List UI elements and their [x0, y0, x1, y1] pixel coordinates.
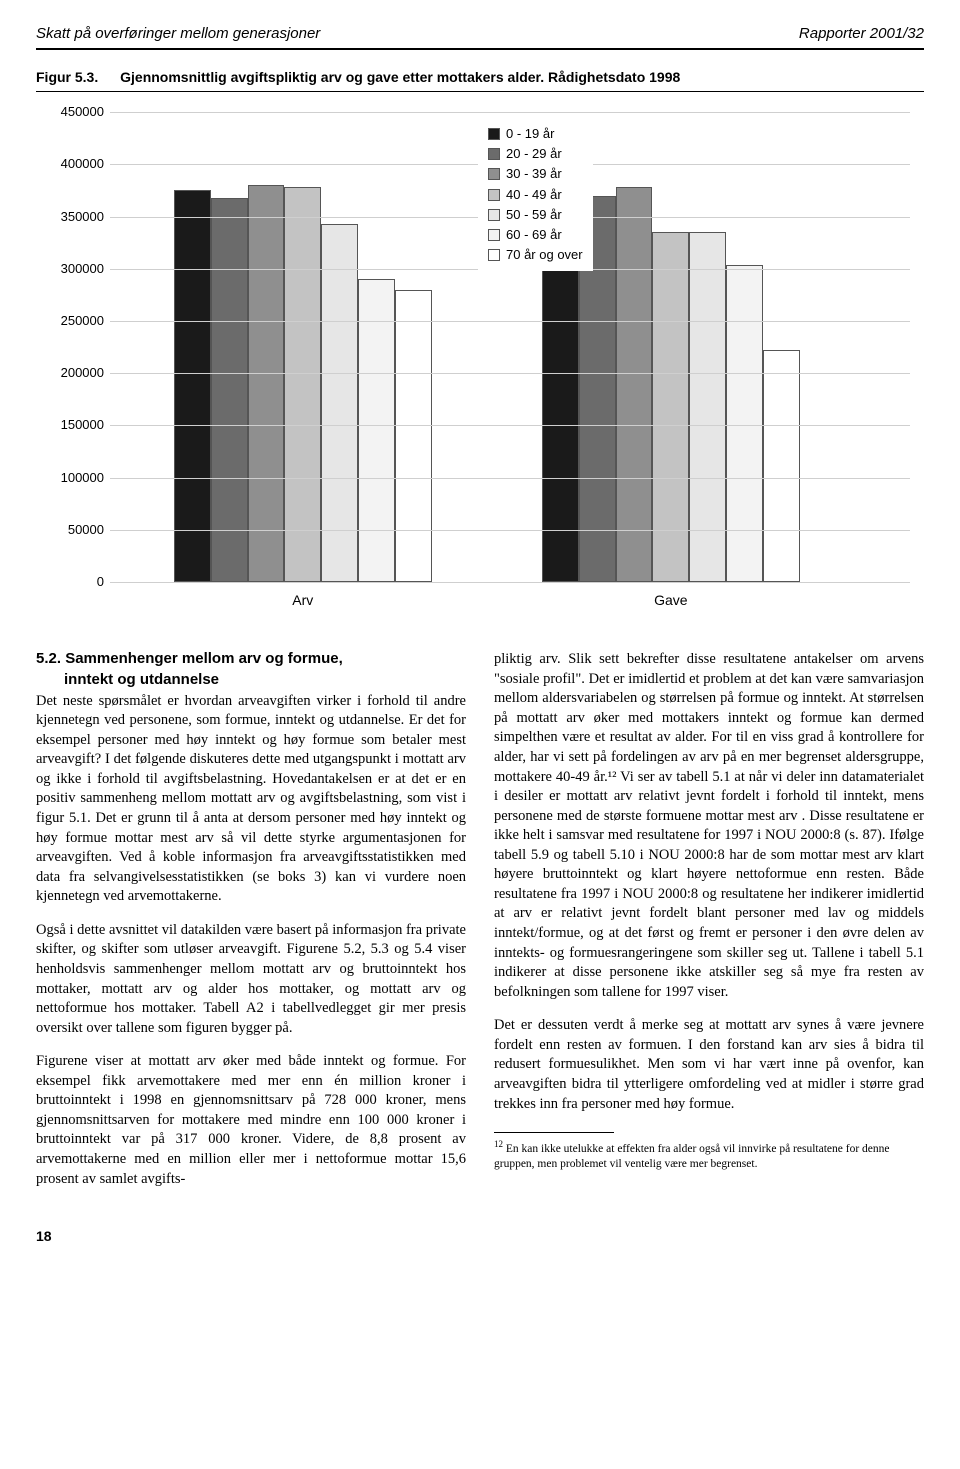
legend-label: 50 - 59 år — [506, 205, 562, 225]
section-number: 5.2. — [36, 650, 61, 667]
grid-line — [110, 425, 910, 426]
legend-swatch — [488, 249, 500, 261]
y-tick: 0 — [40, 573, 104, 591]
legend-item: 20 - 29 år — [488, 144, 583, 164]
figure-title: Gjennomsnittlig avgiftspliktig arv og ga… — [120, 69, 680, 85]
header-rule — [36, 48, 924, 50]
bar — [395, 290, 432, 582]
y-tick: 450000 — [40, 103, 104, 121]
y-tick: 250000 — [40, 312, 104, 330]
y-tick: 350000 — [40, 208, 104, 226]
legend-swatch — [488, 189, 500, 201]
header-left: Skatt på overføringer mellom generasjone… — [36, 24, 320, 44]
legend-item: 70 år og over — [488, 245, 583, 265]
chart-plot-area: 0 - 19 år20 - 29 år30 - 39 år40 - 49 år5… — [110, 112, 910, 582]
header-right: Rapporter 2001/32 — [799, 24, 924, 44]
footnote-rule — [494, 1132, 614, 1133]
bar — [358, 279, 395, 582]
y-tick: 300000 — [40, 260, 104, 278]
bar-chart: 0 - 19 år20 - 29 år30 - 39 år40 - 49 år5… — [40, 102, 920, 622]
legend-label: 30 - 39 år — [506, 164, 562, 184]
grid-line — [110, 373, 910, 374]
left-para-3: Figurene viser at mottatt arv øker med b… — [36, 1052, 466, 1189]
bar — [321, 224, 358, 582]
legend-label: 0 - 19 år — [506, 124, 554, 144]
legend-item: 40 - 49 år — [488, 185, 583, 205]
footnote: 12 En kan ikke utelukke at effekten fra … — [494, 1139, 924, 1172]
legend-item: 30 - 39 år — [488, 164, 583, 184]
chart-legend: 0 - 19 år20 - 29 år30 - 39 år40 - 49 år5… — [478, 120, 593, 271]
y-tick: 50000 — [40, 521, 104, 539]
page-number: 18 — [36, 1227, 924, 1246]
right-column: pliktig arv. Slik sett bekrefter disse r… — [494, 650, 924, 1203]
grid-line — [110, 478, 910, 479]
right-para-1: pliktig arv. Slik sett bekrefter disse r… — [494, 650, 924, 1002]
section-heading: 5.2. Sammenhenger mellom arv og formue, — [36, 650, 466, 669]
figure-rule — [36, 91, 924, 92]
section-title-line1: Sammenhenger mellom arv og formue, — [65, 650, 343, 667]
grid-line — [110, 582, 910, 583]
y-tick: 100000 — [40, 469, 104, 487]
left-para-2: Også i dette avsnittet vil datakilden væ… — [36, 921, 466, 1038]
legend-swatch — [488, 209, 500, 221]
bar — [763, 350, 800, 582]
legend-item: 50 - 59 år — [488, 205, 583, 225]
legend-label: 20 - 29 år — [506, 144, 562, 164]
grid-line — [110, 530, 910, 531]
footnote-text: En kan ikke utelukke at effekten fra ald… — [494, 1143, 889, 1170]
legend-label: 60 - 69 år — [506, 225, 562, 245]
bar — [174, 190, 211, 582]
body-columns: 5.2. Sammenhenger mellom arv og formue, … — [36, 650, 924, 1203]
x-axis-label: Gave — [654, 591, 687, 610]
y-tick: 150000 — [40, 417, 104, 435]
legend-swatch — [488, 148, 500, 160]
x-axis-label: Arv — [292, 591, 313, 610]
left-column: 5.2. Sammenhenger mellom arv og formue, … — [36, 650, 466, 1203]
legend-swatch — [488, 168, 500, 180]
legend-label: 40 - 49 år — [506, 185, 562, 205]
bar — [211, 198, 248, 582]
bar — [616, 187, 653, 582]
footnote-number: 12 — [494, 1139, 503, 1149]
y-tick: 400000 — [40, 156, 104, 174]
legend-swatch — [488, 229, 500, 241]
legend-label: 70 år og over — [506, 245, 583, 265]
legend-item: 60 - 69 år — [488, 225, 583, 245]
legend-item: 0 - 19 år — [488, 124, 583, 144]
left-para-1: Det neste spørsmålet er hvordan arveavgi… — [36, 692, 466, 907]
grid-line — [110, 112, 910, 113]
bar — [284, 187, 321, 582]
legend-swatch — [488, 128, 500, 140]
right-para-2: Det er dessuten verdt å merke seg at mot… — [494, 1016, 924, 1114]
section-title-line2: inntekt og utdannelse — [64, 671, 466, 690]
y-tick: 200000 — [40, 364, 104, 382]
bar — [726, 265, 763, 583]
grid-line — [110, 321, 910, 322]
page-header: Skatt på overføringer mellom generasjone… — [36, 24, 924, 44]
figure-number: Figur 5.3. — [36, 69, 98, 85]
bar — [248, 185, 285, 582]
figure-caption: Figur 5.3. Gjennomsnittlig avgiftsplikti… — [36, 68, 924, 87]
